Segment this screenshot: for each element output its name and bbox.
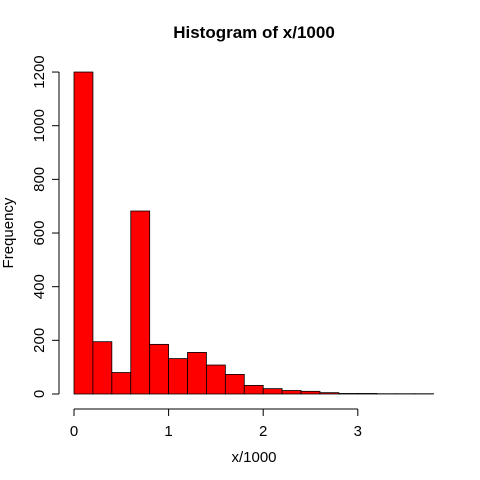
- x-tick-label-2: 2: [259, 423, 267, 440]
- histogram-bar-4: [150, 344, 169, 394]
- x-tick-label-0: 0: [70, 423, 78, 440]
- x-tick-label-1: 1: [164, 423, 172, 440]
- y-tick-label-1: 200: [31, 328, 48, 353]
- y-axis: 0 200 400 600 800 1000 1200: [31, 55, 59, 398]
- histogram-bar-0: [74, 72, 93, 394]
- x-tick-label-3: 3: [354, 423, 362, 440]
- histogram-bar-1: [93, 342, 112, 394]
- chart-title: Histogram of x/1000: [173, 23, 335, 42]
- x-axis: 0 1 2 3: [70, 409, 362, 440]
- histogram-bar-3: [131, 211, 150, 394]
- histogram-bar-10: [263, 389, 282, 394]
- y-tick-label-6: 1200: [31, 55, 48, 88]
- y-tick-label-0: 0: [31, 390, 48, 398]
- histogram-bar-5: [169, 359, 188, 394]
- y-tick-label-5: 1000: [31, 109, 48, 142]
- histogram-bar-7: [206, 365, 225, 394]
- histogram-bar-6: [188, 352, 207, 394]
- histogram-bar-13: [320, 393, 339, 394]
- y-axis-label: Frequency: [0, 197, 17, 268]
- histogram-bar-14: [339, 393, 358, 394]
- histogram-bar-2: [112, 373, 131, 394]
- histogram-bar-12: [301, 391, 320, 394]
- y-tick-label-3: 600: [31, 221, 48, 246]
- x-axis-label: x/1000: [231, 449, 276, 466]
- histogram-bar-11: [282, 391, 301, 394]
- y-tick-label-4: 800: [31, 167, 48, 192]
- y-tick-label-2: 400: [31, 274, 48, 299]
- bars-group: [74, 72, 433, 394]
- histogram-bar-8: [225, 374, 244, 394]
- histogram-bar-15: [358, 393, 377, 394]
- histogram-bar-9: [244, 385, 263, 394]
